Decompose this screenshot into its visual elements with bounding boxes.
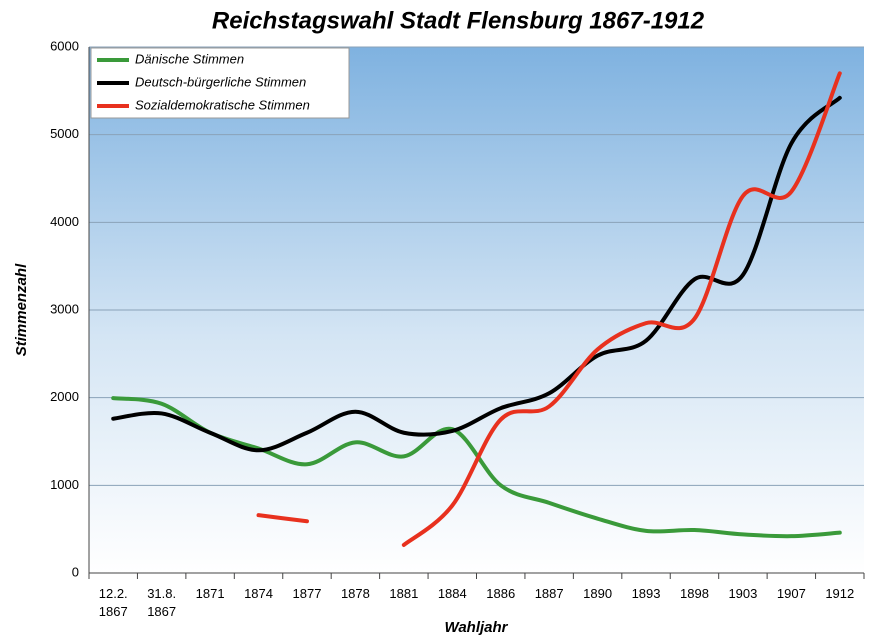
y-axis-label: Stimmenzahl	[13, 263, 30, 356]
y-tick-label: 2000	[50, 389, 79, 404]
x-tick-label: 1887	[534, 586, 564, 601]
x-tick-label: 1890	[583, 586, 613, 601]
legend: Dänische Stimmen Deutsch-bürgerliche Stim…	[90, 47, 350, 119]
x-tick-label: 1877	[292, 586, 322, 601]
y-tick-label: 4000	[50, 214, 79, 229]
line-series	[111, 396, 842, 539]
x-tick-label: 12.2. 1867	[98, 586, 128, 619]
y-tick-label: 6000	[50, 38, 79, 53]
line-series	[111, 95, 842, 453]
x-tick-label: 1881	[389, 586, 419, 601]
line-series	[256, 71, 842, 547]
y-tick-label: 5000	[50, 126, 79, 141]
x-tick-label: 1898	[680, 586, 709, 601]
x-tick-label: 1886	[486, 586, 516, 601]
chart-title: Reichstagswahl Stadt Flensburg 1867-1912	[212, 7, 705, 34]
x-tick-label: 1874	[244, 586, 273, 601]
legend-label: Deutsch-bürgerliche Stimmen	[135, 74, 306, 89]
y-tick-label: 1000	[50, 477, 79, 492]
legend-box	[90, 47, 350, 119]
legend-label: Dänische Stimmen	[135, 51, 244, 66]
x-tick-label: 1878	[340, 586, 370, 601]
y-tick-label: 3000	[50, 301, 79, 316]
x-tick-label: 1871	[195, 586, 225, 601]
x-tick-label: 1907	[776, 586, 806, 601]
legend-label: Sozialdemokratische Stimmen	[135, 97, 310, 112]
x-tick-label: 1903	[728, 586, 758, 601]
x-tick-label: 1884	[437, 586, 467, 601]
x-tick-label: 31.8. 1867	[147, 586, 177, 619]
y-tick-label: 0	[72, 564, 79, 579]
x-axis-label: Wahljahr	[444, 619, 508, 636]
x-tick-label: 1893	[631, 586, 661, 601]
x-tick-label: 1912	[825, 586, 855, 601]
